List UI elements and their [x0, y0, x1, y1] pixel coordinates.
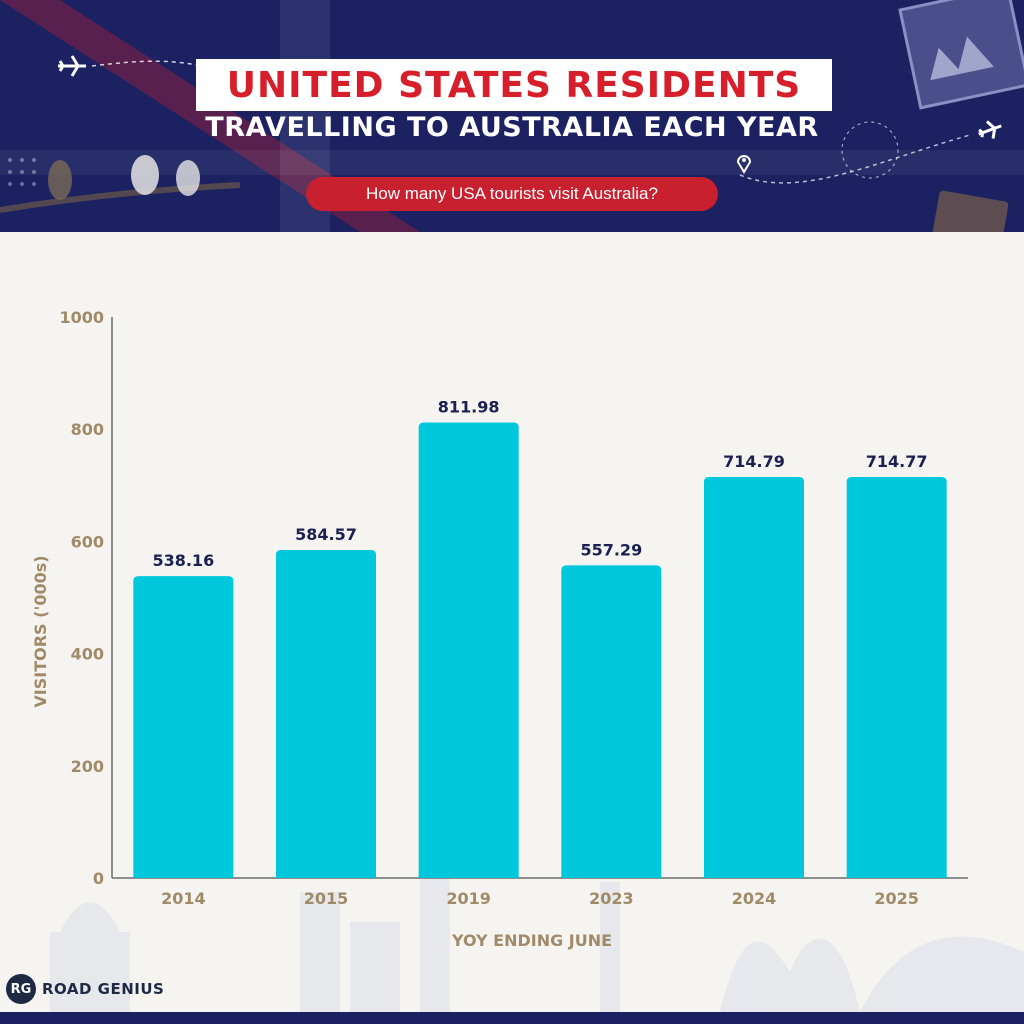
bar-value-label: 584.57: [295, 525, 357, 544]
bar-value-label: 538.16: [152, 551, 214, 570]
brand: RG ROAD GENIUS: [6, 974, 164, 1004]
y-tick-label: 0: [93, 869, 104, 888]
city-skyline-decoration: [50, 872, 1024, 1012]
x-tick-label: 2025: [874, 889, 919, 908]
bar: [276, 550, 376, 878]
brand-name: ROAD GENIUS: [42, 980, 165, 998]
title-box: UNITED STATES RESIDENTS: [196, 59, 832, 111]
x-tick-label: 2019: [446, 889, 491, 908]
header-banner: UNITED STATES RESIDENTS TRAVELLING TO AU…: [0, 0, 1024, 232]
title-line-2: TRAVELLING TO AUSTRALIA EACH YEAR: [205, 112, 819, 143]
bar-value-label: 714.79: [723, 452, 785, 471]
x-tick-label: 2023: [589, 889, 634, 908]
bar: [561, 565, 662, 878]
subtitle-pill: How many USA tourists visit Australia?: [306, 177, 718, 211]
bar: [418, 422, 519, 878]
brand-logo: RG: [6, 974, 36, 1004]
flag-stripe: [0, 0, 420, 232]
bird-icon: [48, 155, 200, 200]
y-tick-label: 600: [71, 532, 104, 551]
plane-icon: [978, 120, 1002, 139]
x-axis-title: YOY ENDING JUNE: [451, 931, 612, 950]
flag-stripe: [280, 0, 330, 232]
header-decoration: [0, 0, 1024, 232]
bar: [846, 477, 947, 878]
title-line-1: UNITED STATES RESIDENTS: [226, 64, 802, 106]
flag-stripe: [0, 150, 1024, 175]
y-tick-label: 1000: [59, 308, 104, 327]
bar-value-label: 557.29: [580, 540, 642, 559]
postage-stamp-icon: [898, 0, 1024, 110]
bar-chart: 0 200 400 600 800 1000 VISITORS ('000s) YOY END…: [31, 308, 1024, 1012]
x-tick-label: 2014: [161, 889, 206, 908]
footer-bar: [0, 1012, 1024, 1024]
y-tick-label: 400: [71, 645, 104, 664]
y-axis-title: VISITORS ('000s): [31, 555, 50, 707]
y-tick-label: 800: [71, 420, 104, 439]
y-tick-label: 200: [71, 757, 104, 776]
dots-decoration: [8, 158, 36, 186]
bar: [133, 576, 234, 878]
x-tick-label: 2024: [732, 889, 777, 908]
kangaroo-sign-icon: [931, 190, 1009, 232]
bar-value-label: 714.77: [866, 452, 928, 471]
bar: [704, 477, 804, 878]
bar-value-label: 811.98: [438, 397, 500, 416]
plane-icon: [58, 55, 86, 77]
x-tick-label: 2015: [304, 889, 349, 908]
subtitle-text: How many USA tourists visit Australia?: [366, 184, 658, 203]
location-pin-icon: [736, 155, 752, 174]
